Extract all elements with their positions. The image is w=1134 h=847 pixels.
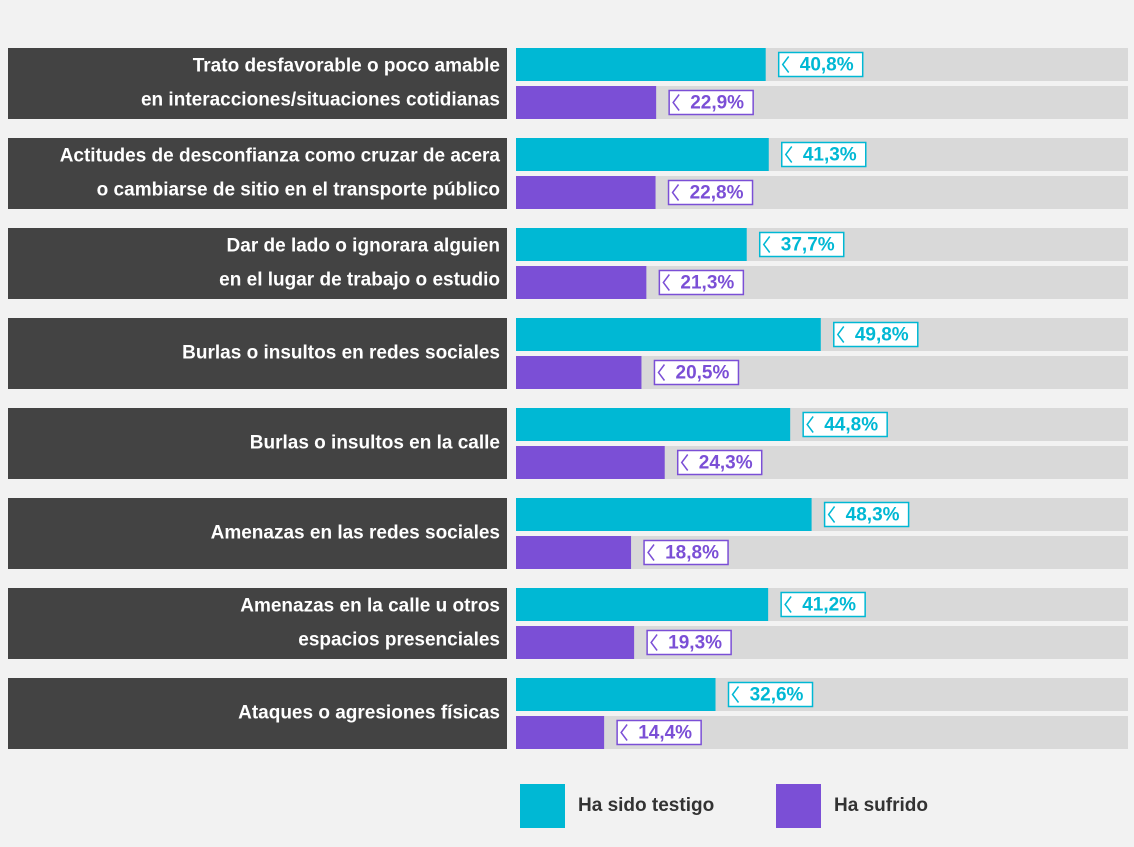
category-label: Amenazas en la calle u otros [240, 596, 500, 617]
bar [516, 716, 605, 749]
value-label-box [777, 51, 864, 78]
value-label-box [802, 411, 888, 438]
value-label-box [668, 89, 754, 116]
value-label-box [646, 629, 732, 656]
bar [516, 138, 769, 171]
bar [516, 498, 812, 531]
value-label-arrow [672, 94, 680, 111]
bar-track [516, 716, 1128, 749]
legend-swatch [520, 784, 565, 828]
value-label-arrow [731, 686, 740, 703]
value-label-box [667, 179, 754, 206]
bar [516, 408, 791, 441]
bar [516, 318, 821, 351]
category-label: Dar de lado o ignorara alguien [227, 236, 500, 257]
value-label-box [616, 719, 702, 746]
value-label-arrow [647, 544, 655, 561]
value-label-arrow [657, 364, 666, 381]
value-label: 44,8% [824, 415, 878, 436]
bar [516, 266, 647, 299]
value-label-box [780, 591, 866, 618]
value-label-box [643, 539, 729, 566]
category-label: Actitudes de desconfianza como cruzar de… [60, 146, 501, 167]
category-box [8, 318, 507, 389]
value-label: 48,3% [846, 505, 900, 526]
category-box [8, 498, 507, 569]
value-label-box [658, 269, 745, 296]
bar [516, 446, 665, 479]
bar [516, 356, 642, 389]
bar [516, 678, 716, 711]
category-label: o cambiarse de sitio en el transporte pú… [97, 180, 500, 201]
value-label: 19,3% [668, 633, 722, 654]
category-box [8, 588, 507, 659]
bar [516, 228, 747, 261]
bar [516, 48, 766, 81]
value-label-arrow [620, 724, 628, 741]
value-label-box [758, 231, 845, 258]
legend-label: Ha sufrido [834, 795, 928, 816]
value-label-box [727, 681, 814, 708]
value-label: 41,3% [803, 145, 857, 166]
value-label: 41,2% [802, 595, 856, 616]
category-label: Burlas o insultos en la calle [250, 433, 500, 454]
value-label-box [676, 449, 763, 476]
bar [516, 86, 657, 119]
value-label-box [833, 321, 919, 348]
value-label: 22,8% [690, 183, 744, 204]
legend-swatch [776, 784, 821, 828]
value-label: 21,3% [680, 273, 734, 294]
value-label-arrow [650, 634, 658, 651]
value-label: 20,5% [676, 363, 730, 384]
value-label-box [823, 501, 910, 528]
category-box [8, 678, 507, 749]
bar [516, 588, 769, 621]
value-label-box [653, 359, 740, 386]
value-label-arrow [781, 56, 790, 73]
legend-label: Ha sido testigo [578, 795, 714, 816]
value-label-arrow [671, 184, 680, 201]
value-label-arrow [784, 146, 793, 163]
category-label: en interacciones/situaciones cotidianas [141, 90, 500, 111]
bar [516, 536, 632, 569]
category-label: Amenazas en las redes sociales [211, 523, 500, 544]
category-label: Ataques o agresiones físicas [238, 703, 500, 724]
category-label: Trato desfavorable o poco amable [193, 56, 500, 77]
value-label-arrow [827, 506, 836, 523]
category-box [8, 408, 507, 479]
value-label-arrow [662, 274, 670, 291]
value-label: 49,8% [855, 325, 909, 346]
value-label: 24,3% [699, 453, 753, 474]
value-label-box [781, 141, 867, 168]
value-label-arrow [836, 326, 845, 343]
category-box [8, 48, 507, 119]
value-label-arrow [762, 236, 771, 253]
category-box [8, 228, 507, 299]
value-label: 40,8% [800, 55, 854, 76]
bar [516, 176, 656, 209]
value-label: 32,6% [750, 685, 804, 706]
value-label: 22,9% [690, 93, 744, 114]
value-label: 18,8% [665, 543, 719, 564]
bar [516, 626, 635, 659]
category-label: espacios presenciales [298, 630, 500, 651]
value-label: 14,4% [638, 723, 692, 744]
category-label: Burlas o insultos en redes sociales [182, 343, 500, 364]
value-label: 37,7% [781, 235, 835, 256]
value-label-arrow [784, 596, 792, 613]
category-label: en el lugar de trabajo o estudio [219, 270, 500, 291]
value-label-arrow [680, 454, 689, 471]
category-box [8, 138, 507, 209]
value-label-arrow [806, 416, 814, 433]
